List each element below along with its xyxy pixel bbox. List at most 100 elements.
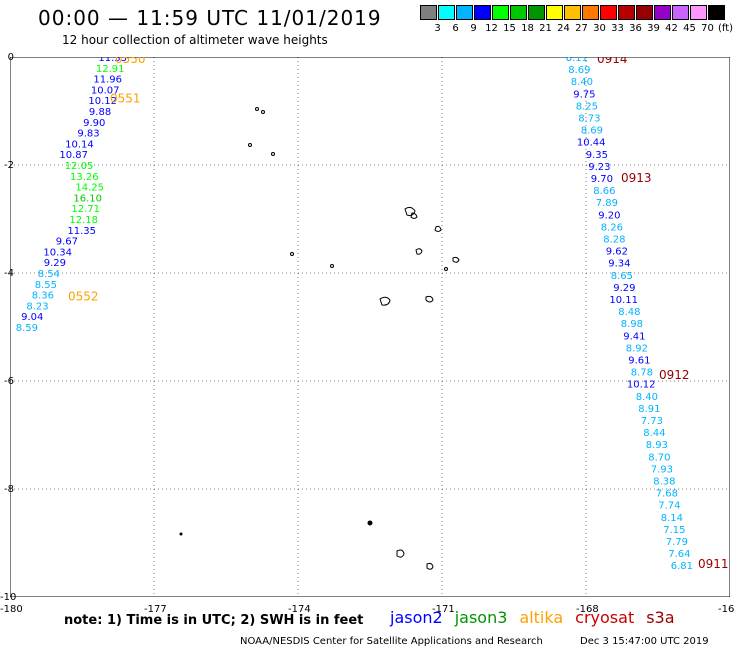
- swh-value: 9.34: [608, 259, 630, 270]
- swh-value: 9.29: [44, 258, 66, 269]
- colorbar-tick-label: 18: [521, 23, 534, 34]
- pass-time-label: 0914: [597, 57, 628, 66]
- colorbar-tick-label: 36: [629, 23, 642, 34]
- island: [425, 295, 434, 303]
- colorbar-tick-label: 21: [539, 23, 552, 34]
- swh-value: 7.74: [658, 501, 680, 512]
- legend-entry-cryosat: cryosat: [575, 608, 635, 627]
- island: [452, 256, 460, 263]
- colorbar-swatch: [672, 5, 689, 20]
- swh-value: 8.38: [653, 477, 675, 488]
- swh-value: 10.44: [577, 138, 606, 149]
- swh-value: 8.70: [648, 452, 670, 463]
- colorbar-tick-label: 3: [434, 23, 441, 34]
- island: [248, 143, 252, 147]
- map-subtitle: 12 hour collection of altimeter wave hei…: [62, 33, 328, 47]
- swh-value: 10.12: [627, 380, 656, 391]
- legend-entry-jason3: jason3: [454, 608, 508, 627]
- swh-value: 9.62: [606, 247, 628, 258]
- swh-value: 8.25: [576, 101, 598, 112]
- swh-value: 10.14: [65, 139, 94, 150]
- swh-value: 8.65: [611, 271, 633, 282]
- swh-value: 9.23: [588, 162, 610, 173]
- pass-time-label: 0550: [115, 57, 146, 66]
- swh-value: 9.90: [83, 118, 105, 129]
- swh-value: 12.05: [65, 161, 94, 172]
- colorbar-swatch: [636, 5, 653, 20]
- swh-value: 7.15: [663, 525, 685, 536]
- grid-lines: [10, 57, 730, 597]
- pass-time-labels: 0550 0551 0552 0914 0913 0912 0911: [68, 57, 729, 571]
- colorbar-tick-label: 33: [611, 23, 624, 34]
- pass-time-label: 0912: [659, 368, 690, 382]
- colorbar-swatch: [492, 5, 509, 20]
- swh-value: 8.91: [638, 404, 660, 415]
- colorbar-swatch: [420, 5, 437, 20]
- latitude-tick-label: -2: [4, 160, 14, 171]
- island: [444, 267, 448, 271]
- colorbar-swatch: [564, 5, 581, 20]
- island: [396, 549, 405, 558]
- latitude-tick-label: -8: [4, 484, 14, 495]
- colorbar-swatch: [474, 5, 491, 20]
- swh-value: 8.28: [603, 235, 625, 246]
- latitude-tick-label: -4: [4, 268, 14, 279]
- map-plot-area: 11.3312.9111.9610.0710.129.889.909.8310.…: [10, 57, 730, 597]
- colorbar-swatch: [618, 5, 635, 20]
- latitude-tick-label: -6: [4, 376, 14, 387]
- longitude-tick-label: -171: [432, 604, 455, 615]
- swh-value: 9.04: [21, 312, 43, 323]
- swh-value: 9.20: [598, 210, 620, 221]
- swh-value: 8.14: [661, 513, 683, 524]
- pass-time-label: 0552: [68, 290, 99, 304]
- swh-value: 8.40: [636, 392, 658, 403]
- island: [330, 264, 334, 268]
- swh-value: 8.92: [626, 343, 648, 354]
- colorbar-swatch: [510, 5, 527, 20]
- pass-time-label: 0551: [110, 92, 141, 106]
- swh-value: 14.25: [75, 183, 104, 194]
- swh-value: 8.69: [568, 65, 590, 76]
- swh-value: 8.11: [566, 57, 588, 64]
- swh-value: 9.41: [623, 331, 645, 342]
- swh-value: 9.75: [573, 89, 595, 100]
- swh-value: 12.71: [71, 204, 100, 215]
- wave-height-observations: 11.3312.9111.9610.0710.129.889.909.8310.…: [16, 57, 693, 572]
- swh-value: 7.68: [656, 489, 678, 500]
- swh-value: 7.93: [651, 464, 673, 475]
- swh-value: 8.78: [631, 368, 653, 379]
- legend-entry-jason2: jason2: [390, 608, 443, 627]
- swh-value: 12.91: [96, 64, 125, 75]
- island: [255, 107, 259, 111]
- colorbar-unit: (ft): [718, 23, 734, 34]
- colorbar-swatch: [456, 5, 473, 20]
- colorbar-swatch: [438, 5, 455, 20]
- longitude-tick-label: -16: [718, 604, 735, 615]
- swh-value: 9.83: [77, 129, 99, 140]
- colorbar-swatch: [708, 5, 725, 20]
- colorbar-swatch: [582, 5, 599, 20]
- island: [261, 110, 265, 114]
- longitude-tick-label: -177: [144, 604, 167, 615]
- colorbar-tick-label: 42: [665, 23, 678, 34]
- island: [179, 532, 183, 536]
- swh-value: 10.87: [59, 150, 88, 161]
- pass-time-label: 0911: [698, 557, 729, 571]
- island: [271, 152, 275, 156]
- swh-value: 8.55: [35, 280, 57, 291]
- longitude-tick-label: -174: [288, 604, 311, 615]
- colorbar-swatch: [528, 5, 545, 20]
- colorbar-tick-label: 70: [701, 23, 714, 34]
- legend-entry-altika: altika: [519, 608, 564, 627]
- colorbar-swatch: [654, 5, 671, 20]
- swh-value: 9.29: [613, 283, 635, 294]
- colorbar-tick-label: 24: [557, 23, 570, 34]
- longitude-tick-label: -180: [0, 604, 23, 615]
- swh-value: 8.59: [16, 323, 38, 334]
- colorbar-tick-label: 12: [485, 23, 498, 34]
- islands: [179, 107, 460, 570]
- swh-value: 12.18: [69, 215, 98, 226]
- swh-value: 7.73: [641, 416, 663, 427]
- swh-value: 9.61: [628, 356, 650, 367]
- island: [426, 562, 434, 570]
